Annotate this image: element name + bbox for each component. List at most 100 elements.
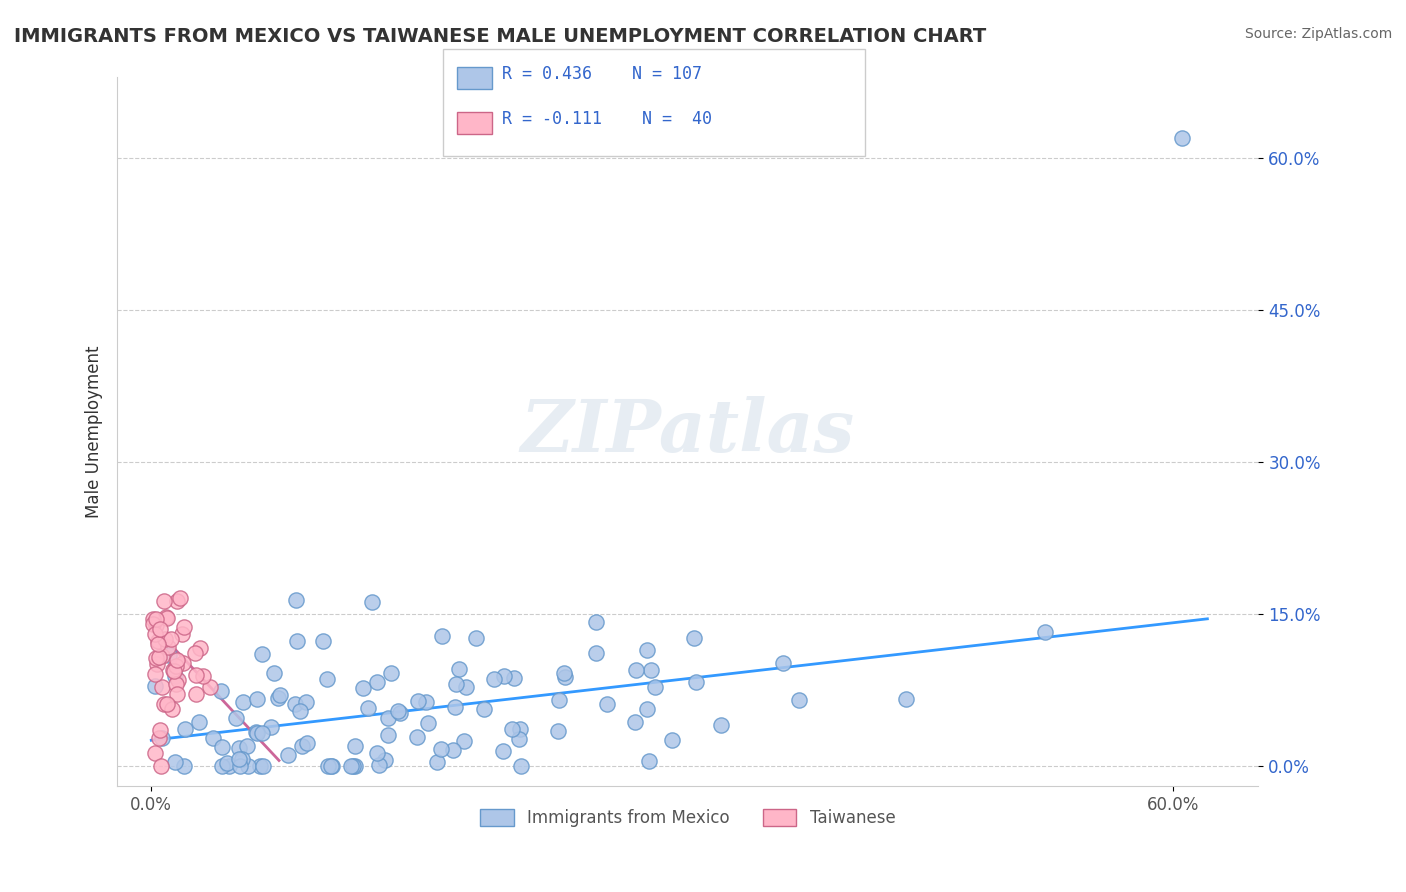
Point: [150, 680, 173, 694]
Point: [228, 752, 250, 766]
Point: [149, 622, 172, 636]
Point: [146, 657, 169, 671]
Point: [553, 666, 575, 681]
Point: [344, 758, 367, 772]
Point: [263, 665, 285, 680]
Point: [269, 688, 291, 702]
Y-axis label: Male Unemployment: Male Unemployment: [86, 345, 103, 518]
Point: [252, 725, 274, 739]
Point: [163, 665, 186, 679]
Point: [173, 758, 195, 772]
Point: [153, 698, 176, 712]
Point: [145, 650, 167, 665]
Point: [198, 680, 221, 694]
Point: [710, 718, 733, 732]
Point: [321, 758, 343, 772]
Point: [377, 728, 399, 742]
Point: [360, 595, 382, 609]
Point: [377, 711, 399, 725]
Point: [155, 698, 177, 712]
Point: [215, 756, 238, 771]
Point: [142, 616, 165, 631]
Point: [267, 691, 290, 706]
Point: [236, 758, 259, 772]
Point: [143, 679, 166, 693]
Point: [167, 673, 190, 687]
Point: [246, 691, 269, 706]
Point: [145, 612, 167, 626]
Point: [472, 702, 495, 716]
Text: R = -0.111    N =  40: R = -0.111 N = 40: [502, 110, 711, 128]
Legend: Immigrants from Mexico, Taiwanese: Immigrants from Mexico, Taiwanese: [474, 803, 903, 834]
Point: [188, 714, 211, 729]
Point: [432, 629, 454, 643]
Point: [366, 675, 388, 690]
Point: [446, 676, 468, 690]
Point: [166, 687, 188, 701]
Point: [172, 627, 194, 641]
Point: [157, 640, 180, 654]
Point: [316, 672, 339, 686]
Point: [465, 631, 488, 645]
Point: [209, 684, 232, 698]
Point: [449, 662, 471, 676]
Point: [548, 692, 571, 706]
Point: [246, 725, 269, 739]
Point: [152, 648, 174, 663]
Point: [366, 746, 388, 760]
Point: [250, 647, 273, 661]
Text: R = 0.436    N = 107: R = 0.436 N = 107: [502, 65, 702, 83]
Point: [387, 704, 409, 718]
Point: [162, 663, 184, 677]
Point: [454, 680, 477, 694]
Point: [636, 702, 658, 716]
Point: [283, 697, 305, 711]
Point: [232, 695, 254, 709]
Point: [149, 723, 172, 738]
Point: [547, 723, 569, 738]
Text: IMMIGRANTS FROM MEXICO VS TAIWANESE MALE UNEMPLOYMENT CORRELATION CHART: IMMIGRANTS FROM MEXICO VS TAIWANESE MALE…: [14, 27, 987, 45]
Point: [211, 758, 233, 772]
Text: Source: ZipAtlas.com: Source: ZipAtlas.com: [1244, 27, 1392, 41]
Point: [508, 732, 530, 747]
Point: [163, 755, 186, 769]
Point: [172, 657, 194, 671]
Text: ZIPatlas: ZIPatlas: [520, 396, 855, 467]
Point: [510, 758, 533, 772]
Point: [153, 593, 176, 607]
Point: [201, 731, 224, 746]
Point: [218, 758, 240, 772]
Point: [150, 731, 173, 746]
Point: [149, 758, 172, 772]
Point: [211, 739, 233, 754]
Point: [638, 754, 661, 768]
Point: [444, 699, 467, 714]
Point: [554, 670, 576, 684]
Point: [406, 694, 429, 708]
Point: [145, 618, 167, 632]
Point: [191, 669, 214, 683]
Point: [148, 731, 170, 745]
Point: [163, 669, 186, 683]
Point: [640, 663, 662, 677]
Point: [344, 739, 367, 753]
Point: [295, 695, 318, 709]
Point: [148, 650, 170, 665]
Point: [285, 634, 308, 648]
Point: [260, 720, 283, 734]
Point: [146, 634, 169, 648]
Point: [492, 669, 515, 683]
Point: [228, 740, 250, 755]
Point: [644, 680, 666, 694]
Point: [157, 648, 180, 662]
Point: [502, 671, 524, 685]
Point: [159, 632, 181, 647]
Point: [285, 592, 308, 607]
Point: [636, 643, 658, 657]
Point: [342, 758, 364, 772]
Point: [508, 722, 530, 736]
Point: [143, 747, 166, 761]
Point: [1171, 131, 1194, 145]
Point: [624, 664, 647, 678]
Point: [143, 627, 166, 641]
